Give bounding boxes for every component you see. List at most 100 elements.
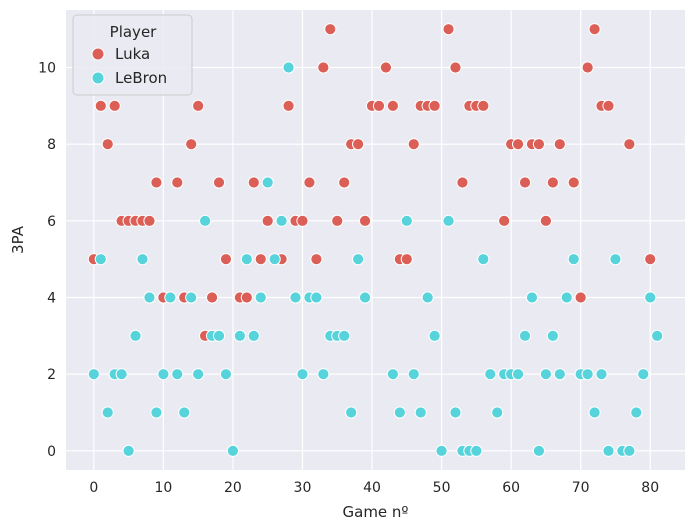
point-luka [192, 99, 205, 112]
point-luka [358, 214, 372, 227]
point-luka [212, 176, 226, 189]
point-luka [282, 99, 295, 112]
point-lebron [136, 253, 149, 266]
point-lebron [352, 253, 365, 266]
point-lebron [122, 444, 135, 457]
x-tick-label: 70 [572, 480, 590, 496]
point-lebron [345, 406, 358, 419]
y-axis-label: 3PA [9, 225, 27, 254]
x-tick-labels: 0 10 20 30 40 50 60 70 80 [89, 480, 659, 496]
point-lebron [338, 329, 351, 342]
point-lebron [268, 253, 281, 266]
point-lebron [651, 329, 664, 342]
legend-label-lebron: LeBron [115, 69, 167, 87]
point-luka [477, 99, 490, 112]
point-lebron [470, 444, 483, 457]
point-lebron [157, 368, 170, 381]
point-luka [498, 214, 511, 227]
point-lebron [233, 329, 246, 342]
x-axis-label: Game nº [343, 503, 409, 521]
y-tick-label: 2 [47, 367, 56, 383]
point-lebron [539, 368, 552, 381]
point-lebron [414, 406, 427, 419]
y-tick-label: 10 [38, 61, 56, 77]
point-luka [150, 176, 163, 189]
point-lebron [282, 61, 295, 74]
point-lebron [602, 444, 615, 457]
point-lebron [421, 291, 434, 304]
y-tick-labels: 0 2 4 6 8 10 [38, 61, 56, 460]
point-lebron [310, 291, 323, 304]
point-lebron [595, 368, 608, 381]
x-tick-label: 0 [89, 480, 98, 496]
point-luka [219, 253, 233, 266]
point-lebron [518, 329, 532, 342]
y-tick-label: 4 [47, 291, 56, 307]
point-lebron [525, 291, 539, 304]
point-luka [101, 138, 114, 151]
point-luka [310, 253, 323, 266]
point-luka [247, 176, 260, 189]
x-tick-label: 50 [433, 480, 451, 496]
point-lebron [358, 291, 372, 304]
point-lebron [532, 444, 546, 457]
point-lebron [477, 253, 490, 266]
point-lebron [143, 291, 156, 304]
point-luka [108, 99, 121, 112]
point-lebron [171, 368, 184, 381]
point-lebron [289, 291, 302, 304]
point-lebron [442, 214, 455, 227]
point-lebron [435, 444, 448, 457]
x-tick-label: 20 [224, 480, 242, 496]
point-lebron [101, 406, 114, 419]
point-lebron [511, 368, 525, 381]
point-lebron [630, 406, 643, 419]
point-lebron [254, 291, 267, 304]
point-lebron [407, 368, 420, 381]
point-lebron [178, 406, 191, 419]
point-lebron [164, 291, 177, 304]
point-luka [581, 61, 594, 74]
point-lebron [185, 291, 198, 304]
legend-title: Player [110, 23, 158, 41]
point-luka [94, 99, 107, 112]
point-lebron [247, 329, 260, 342]
point-lebron [428, 329, 441, 342]
y-tick-label: 8 [47, 137, 56, 153]
point-luka [449, 61, 462, 74]
point-luka [518, 176, 532, 189]
point-lebron [212, 329, 226, 342]
point-lebron [560, 291, 573, 304]
point-luka [546, 176, 559, 189]
point-lebron [449, 406, 462, 419]
point-luka [205, 291, 219, 304]
x-tick-label: 80 [641, 480, 659, 496]
point-lebron [546, 329, 559, 342]
point-luka [602, 99, 615, 112]
point-luka [171, 176, 184, 189]
legend-marker-lebron [91, 71, 105, 85]
point-lebron [623, 444, 636, 457]
point-lebron [240, 253, 253, 266]
point-lebron [484, 368, 497, 381]
point-luka [324, 23, 337, 36]
point-luka [539, 214, 552, 227]
point-lebron [87, 368, 100, 381]
x-tick-label: 60 [502, 480, 520, 496]
point-lebron [491, 406, 504, 419]
point-luka [400, 253, 413, 266]
data-points [87, 23, 664, 457]
point-lebron [192, 368, 205, 381]
point-luka [588, 23, 601, 36]
point-luka [303, 176, 316, 189]
point-lebron [296, 368, 309, 381]
point-lebron [94, 253, 107, 266]
point-lebron [553, 368, 566, 381]
point-lebron [129, 329, 142, 342]
point-luka [532, 138, 546, 151]
point-luka [338, 176, 351, 189]
point-lebron [637, 368, 650, 381]
point-luka [240, 291, 253, 304]
point-lebron [199, 214, 212, 227]
